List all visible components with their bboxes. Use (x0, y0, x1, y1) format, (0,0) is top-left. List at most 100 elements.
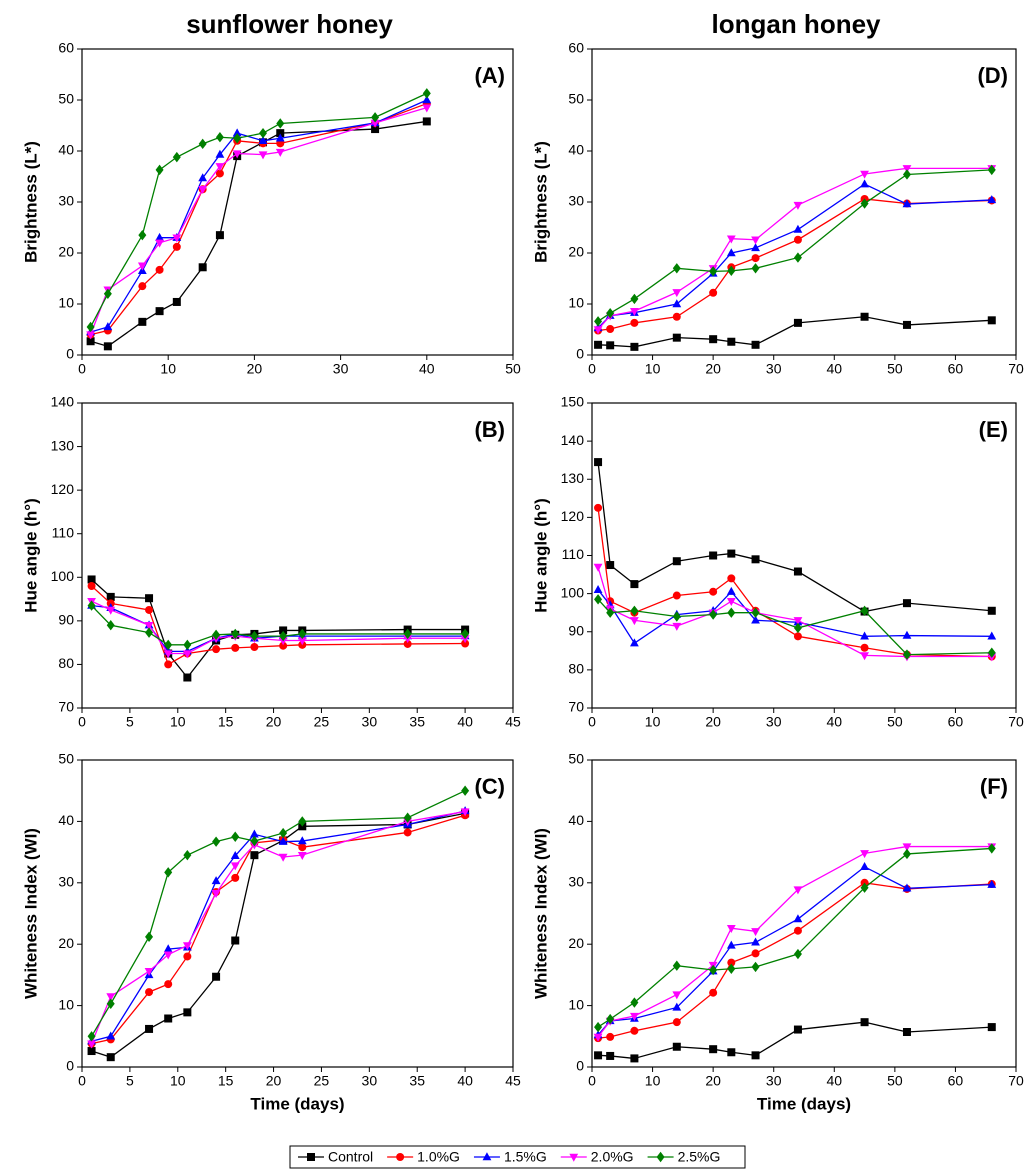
legend-frame (289, 1145, 746, 1169)
data-point (987, 164, 996, 176)
data-point (250, 851, 259, 860)
data-point (461, 639, 470, 648)
panel-label: (A) (474, 63, 505, 88)
data-point (87, 1047, 96, 1056)
y-tick-label: 90 (568, 622, 584, 638)
data-point (594, 594, 603, 605)
data-point (403, 828, 412, 837)
data-point (298, 843, 307, 852)
data-point (751, 254, 760, 263)
data-point (793, 886, 803, 895)
y-axis-label: Brightness (L*) (531, 141, 550, 263)
series-line (597, 169, 992, 322)
data-point (233, 133, 242, 144)
data-point (630, 318, 639, 327)
series-line (90, 107, 427, 335)
data-point (460, 808, 470, 817)
data-point (198, 173, 208, 182)
data-point (860, 170, 869, 179)
data-point (793, 567, 802, 576)
data-point (606, 307, 615, 319)
data-point (672, 289, 682, 298)
data-point (211, 890, 221, 899)
y-tick-label: 130 (561, 470, 585, 486)
series-line (90, 99, 428, 333)
data-point (860, 605, 869, 616)
series-line (90, 102, 428, 336)
data-point (751, 555, 760, 564)
series-line (91, 585, 466, 666)
data-point (606, 561, 615, 570)
data-point (422, 117, 431, 126)
data-point (606, 1051, 615, 1060)
data-point (751, 615, 760, 624)
data-point (606, 1013, 615, 1025)
y-tick-label: 70 (568, 699, 584, 715)
data-point (250, 643, 259, 651)
data-point (751, 937, 760, 946)
data-point (403, 812, 412, 823)
y-tick-label: 10 (58, 996, 74, 1012)
data-point (672, 611, 681, 622)
x-tick-label: 30 (362, 1073, 378, 1089)
data-point (630, 605, 639, 616)
data-point (86, 331, 96, 340)
data-point (297, 851, 307, 860)
data-point (709, 988, 718, 997)
data-point (275, 148, 285, 157)
data-point (630, 617, 639, 626)
data-point (215, 149, 225, 158)
data-point (212, 629, 221, 640)
data-point (751, 243, 760, 252)
x-tick-label: 10 (645, 1073, 661, 1089)
data-point (793, 914, 803, 923)
data-point (371, 112, 380, 123)
data-point (793, 926, 802, 935)
data-point (276, 129, 285, 138)
data-point (298, 816, 307, 827)
data-point (630, 1012, 639, 1021)
x-tick-label: 60 (948, 1073, 964, 1089)
data-point (751, 607, 760, 618)
data-point (163, 951, 173, 960)
series-line (597, 167, 992, 330)
data-point (672, 299, 682, 308)
y-tick-label: 0 (576, 1058, 584, 1074)
y-tick-label: 50 (568, 751, 584, 767)
y-tick-label: 100 (51, 568, 75, 584)
y-tick-label: 80 (58, 655, 74, 671)
data-point (793, 622, 802, 634)
series-line (91, 812, 466, 1058)
data-point (860, 179, 869, 188)
series-line (597, 882, 992, 1039)
data-point (172, 242, 181, 251)
data-point (987, 879, 997, 888)
x-tick-label: 10 (170, 714, 186, 730)
data-point (672, 263, 681, 274)
x-tick-label: 20 (266, 1073, 282, 1089)
data-point (727, 963, 736, 974)
series-line (91, 814, 466, 1045)
legend-label: 2.5%G (678, 1149, 721, 1165)
x-tick-label: 40 (457, 1073, 473, 1089)
series-line (597, 198, 992, 332)
data-point (279, 626, 288, 635)
data-point (172, 151, 181, 163)
data-point (630, 1054, 639, 1063)
y-tick-label: 50 (58, 751, 74, 767)
data-point (860, 631, 869, 640)
data-point (709, 551, 718, 560)
x-tick-label: 20 (705, 1073, 721, 1089)
data-point (198, 138, 207, 150)
y-tick-label: 30 (58, 874, 74, 890)
data-point (230, 862, 240, 871)
data-point (103, 342, 112, 351)
y-tick-label: 10 (58, 295, 74, 311)
data-point (594, 340, 603, 349)
data-point (422, 104, 432, 113)
y-tick-label: 70 (58, 699, 74, 715)
data-point (106, 998, 115, 1009)
plot-frame (81, 759, 514, 1068)
data-point (138, 317, 147, 326)
x-tick-label: 0 (588, 1073, 596, 1089)
